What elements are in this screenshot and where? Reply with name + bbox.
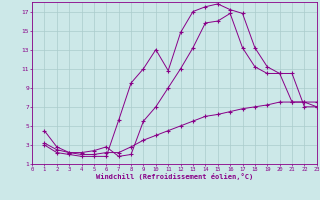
X-axis label: Windchill (Refroidissement éolien,°C): Windchill (Refroidissement éolien,°C) (96, 173, 253, 180)
